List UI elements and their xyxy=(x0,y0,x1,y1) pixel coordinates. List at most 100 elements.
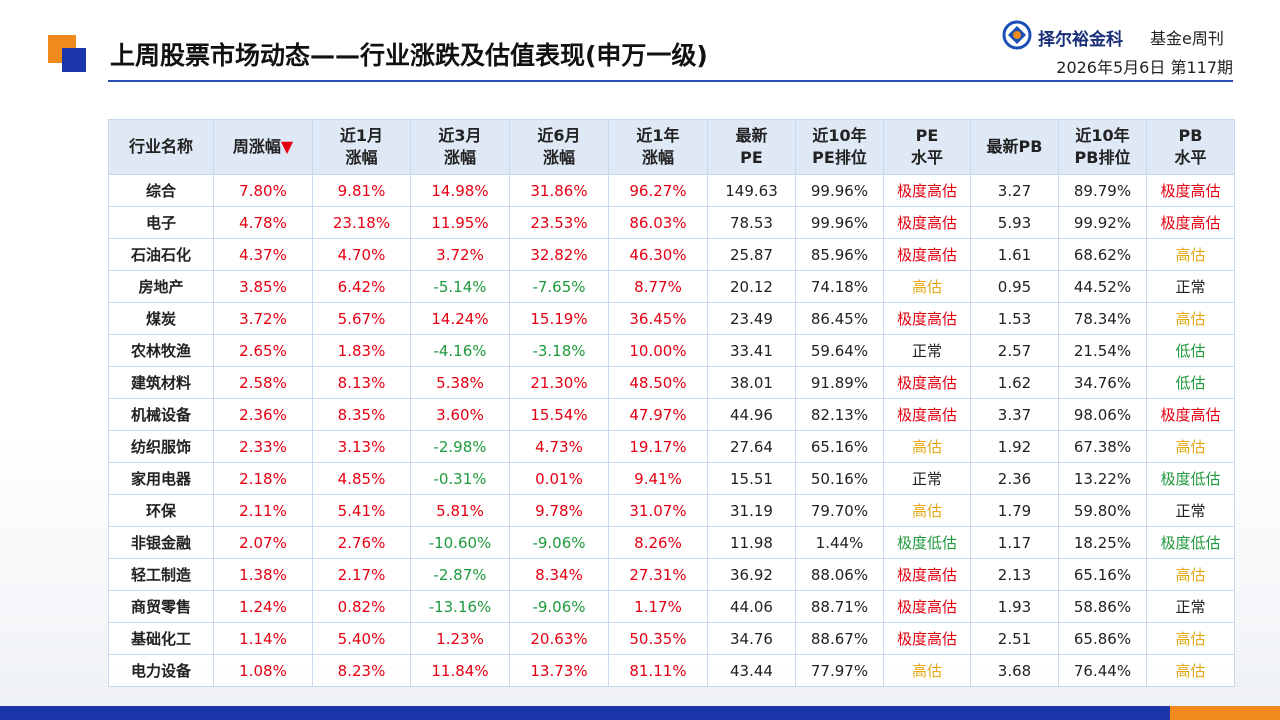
column-header-text: 近6月 涨幅 xyxy=(537,126,581,167)
industry-name: 家用电器 xyxy=(108,462,214,495)
value-cell: 86.03% xyxy=(608,206,708,239)
value-cell: 1.17% xyxy=(608,590,708,623)
value-cell: -4.16% xyxy=(410,334,510,367)
column-header: 周涨幅▼ xyxy=(213,119,313,175)
value-cell: 59.64% xyxy=(795,334,884,367)
value-cell: 1.93 xyxy=(970,590,1059,623)
value-cell: 44.52% xyxy=(1058,270,1147,303)
table-row: 环保 2.11% 5.41% 5.81% 9.78% 31.07% 31.19 79.70% 高… xyxy=(108,494,1235,527)
value-cell: 1.83% xyxy=(312,334,411,367)
value-cell: 99.96% xyxy=(795,206,884,239)
column-header: 近10年 PB排位 xyxy=(1058,119,1147,175)
value-cell: 20.12 xyxy=(707,270,796,303)
value-cell: 9.41% xyxy=(608,462,708,495)
level-cell: 高估 xyxy=(1146,558,1235,591)
value-cell: 3.72% xyxy=(410,238,510,271)
value-cell: 99.96% xyxy=(795,174,884,207)
level-cell: 高估 xyxy=(883,430,971,463)
value-cell: 1.53 xyxy=(970,302,1059,335)
value-cell: 76.44% xyxy=(1058,654,1147,687)
value-cell: 34.76 xyxy=(707,622,796,655)
level-cell: 高估 xyxy=(1146,302,1235,335)
value-cell: 48.50% xyxy=(608,366,708,399)
value-cell: 2.17% xyxy=(312,558,411,591)
value-cell: 10.00% xyxy=(608,334,708,367)
value-cell: 3.60% xyxy=(410,398,510,431)
value-cell: 91.89% xyxy=(795,366,884,399)
value-cell: 1.23% xyxy=(410,622,510,655)
value-cell: 5.67% xyxy=(312,302,411,335)
column-header: 最新 PE xyxy=(707,119,796,175)
value-cell: 8.77% xyxy=(608,270,708,303)
level-cell: 极度高估 xyxy=(883,206,971,239)
value-cell: 2.13 xyxy=(970,558,1059,591)
value-cell: 50.35% xyxy=(608,622,708,655)
value-cell: 15.19% xyxy=(509,302,609,335)
level-cell: 高估 xyxy=(1146,430,1235,463)
value-cell: 15.51 xyxy=(707,462,796,495)
value-cell: 2.57 xyxy=(970,334,1059,367)
value-cell: 2.76% xyxy=(312,526,411,559)
column-header-text: 近10年 PE排位 xyxy=(812,126,867,167)
value-cell: 3.72% xyxy=(213,302,313,335)
value-cell: 74.18% xyxy=(795,270,884,303)
value-cell: 88.06% xyxy=(795,558,884,591)
value-cell: 2.51 xyxy=(970,622,1059,655)
value-cell: 25.87 xyxy=(707,238,796,271)
footer-bar xyxy=(0,706,1170,720)
value-cell: 44.06 xyxy=(707,590,796,623)
industry-name: 农林牧渔 xyxy=(108,334,214,367)
value-cell: 1.38% xyxy=(213,558,313,591)
value-cell: 1.14% xyxy=(213,622,313,655)
value-cell: 18.25% xyxy=(1058,526,1147,559)
level-cell: 正常 xyxy=(1146,590,1235,623)
level-cell: 极度高估 xyxy=(1146,206,1235,239)
value-cell: 65.16% xyxy=(795,430,884,463)
value-cell: 2.07% xyxy=(213,526,313,559)
logo xyxy=(1002,20,1032,50)
value-cell: -2.98% xyxy=(410,430,510,463)
column-header: 近10年 PE排位 xyxy=(795,119,884,175)
value-cell: 2.58% xyxy=(213,366,313,399)
industry-name: 环保 xyxy=(108,494,214,527)
value-cell: 21.30% xyxy=(509,366,609,399)
value-cell: 81.11% xyxy=(608,654,708,687)
value-cell: -10.60% xyxy=(410,526,510,559)
date: 2026年5月6日 xyxy=(1056,58,1166,77)
table-row: 石油石化 4.37% 4.70% 3.72% 32.82% 46.30% 25.87 85.9… xyxy=(108,238,1235,271)
value-cell: 19.17% xyxy=(608,430,708,463)
level-cell: 低估 xyxy=(1146,334,1235,367)
industry-name: 建筑材料 xyxy=(108,366,214,399)
value-cell: 67.38% xyxy=(1058,430,1147,463)
value-cell: 68.62% xyxy=(1058,238,1147,271)
level-cell: 极度高估 xyxy=(1146,174,1235,207)
brand-name: 择尔裕金科 xyxy=(1038,30,1123,50)
industry-name: 煤炭 xyxy=(108,302,214,335)
table-row: 农林牧渔 2.65% 1.83% -4.16% -3.18% 10.00% 33.41 59.… xyxy=(108,334,1235,367)
value-cell: 31.86% xyxy=(509,174,609,207)
value-cell: 1.24% xyxy=(213,590,313,623)
industry-name: 综合 xyxy=(108,174,214,207)
value-cell: 21.54% xyxy=(1058,334,1147,367)
column-header: 近3月 涨幅 xyxy=(410,119,510,175)
industry-name: 纺织服饰 xyxy=(108,430,214,463)
column-header-text: PE 水平 xyxy=(910,126,943,167)
table-row: 基础化工 1.14% 5.40% 1.23% 20.63% 50.35% 34.76 88.6… xyxy=(108,622,1235,655)
value-cell: 11.84% xyxy=(410,654,510,687)
value-cell: 1.17 xyxy=(970,526,1059,559)
dateline: 2026年5月6日 第117期 xyxy=(1056,54,1233,78)
value-cell: 27.64 xyxy=(707,430,796,463)
value-cell: 1.92 xyxy=(970,430,1059,463)
industry-name: 非银金融 xyxy=(108,526,214,559)
value-cell: 50.16% xyxy=(795,462,884,495)
table-row: 纺织服饰 2.33% 3.13% -2.98% 4.73% 19.17% 27.64 65.1… xyxy=(108,430,1235,463)
value-cell: -0.31% xyxy=(410,462,510,495)
value-cell: 0.82% xyxy=(312,590,411,623)
value-cell: 36.45% xyxy=(608,302,708,335)
level-cell: 高估 xyxy=(883,270,971,303)
value-cell: 13.73% xyxy=(509,654,609,687)
value-cell: 3.27 xyxy=(970,174,1059,207)
issue: 第117期 xyxy=(1170,58,1233,77)
value-cell: 4.85% xyxy=(312,462,411,495)
value-cell: -9.06% xyxy=(509,526,609,559)
